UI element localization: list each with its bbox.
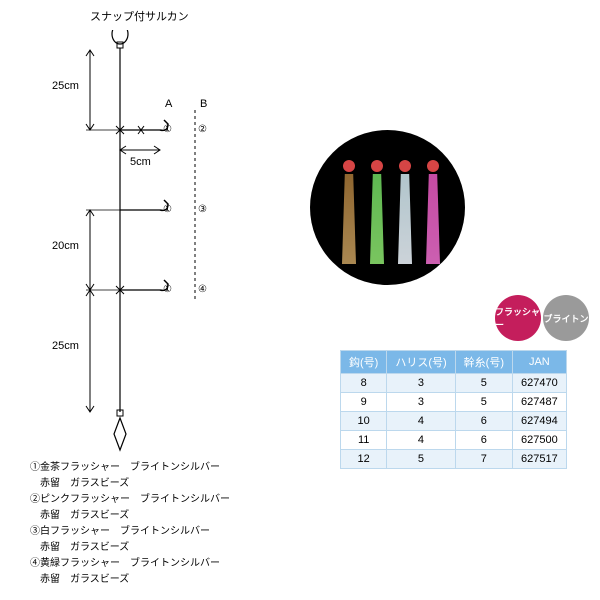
badge-row: フラッシャーブライトン [495,295,589,341]
legend-line: 赤留 ガラスビーズ [30,508,230,523]
page-root: スナップ付サルカン [0,0,600,600]
hook-1b: ② [198,124,207,135]
top-swivel-label: スナップ付サルカン [90,8,189,24]
size-table: 鈎(号)ハリス(号)幹糸(号)JAN8356274709356274871046… [340,350,567,469]
table-cell: 12 [341,450,387,469]
legend-line: ②ピンクフラッシャー ブライトンシルバー [30,492,230,507]
table-cell: 3 [387,393,455,412]
table-cell: 627470 [512,374,566,393]
legend-line: ④黄緑フラッシャー ブライトンシルバー [30,556,230,571]
legend-line: ①金茶フラッシャー ブライトンシルバー [30,460,230,475]
table-cell: 11 [341,431,387,450]
legend-line: 赤留 ガラスビーズ [30,572,230,587]
dim-branch: 5cm [130,156,151,168]
legend-line: 赤留 ガラスビーズ [30,476,230,491]
table-cell: 6 [455,431,512,450]
table-cell: 627517 [512,450,566,469]
dim-seg2: 20cm [52,240,79,252]
dim-seg1: 25cm [52,80,79,92]
table-cell: 5 [387,450,455,469]
table-cell: 10 [341,412,387,431]
table-header: 幹糸(号) [455,351,512,374]
lure-item [342,160,356,264]
table-cell: 627500 [512,431,566,450]
table-row: 935627487 [341,393,567,412]
table-cell: 4 [387,431,455,450]
table-header: 鈎(号) [341,351,387,374]
table-cell: 4 [387,412,455,431]
table-header: JAN [512,351,566,374]
col-a-label: A [165,98,172,110]
legend-line: ③白フラッシャー ブライトンシルバー [30,524,230,539]
lure-item [398,160,412,264]
table-cell: 7 [455,450,512,469]
table-row: 1146627500 [341,431,567,450]
table-cell: 8 [341,374,387,393]
table-cell: 627494 [512,412,566,431]
table-cell: 3 [387,374,455,393]
table-row: 835627470 [341,374,567,393]
badge: ブライトン [543,295,589,341]
hook-1a: ① [163,124,172,135]
col-b-label: B [200,98,207,110]
lure-photo [310,130,465,285]
lure-item [426,160,440,264]
table-row: 1046627494 [341,412,567,431]
legend: ①金茶フラッシャー ブライトンシルバー 赤留 ガラスビーズ②ピンクフラッシャー … [30,460,230,588]
rig-diagram [60,30,280,460]
badge: フラッシャー [495,295,541,341]
hook-3b: ④ [198,284,207,295]
dim-seg3: 25cm [52,340,79,352]
table-cell: 5 [455,393,512,412]
lure-item [370,160,384,264]
table-header: ハリス(号) [387,351,455,374]
hook-3a: ① [163,284,172,295]
legend-line: 赤留 ガラスビーズ [30,540,230,555]
table-cell: 9 [341,393,387,412]
table-cell: 627487 [512,393,566,412]
table-cell: 6 [455,412,512,431]
table-row: 1257627517 [341,450,567,469]
table-cell: 5 [455,374,512,393]
hook-2a: ① [163,204,172,215]
hook-2b: ③ [198,204,207,215]
